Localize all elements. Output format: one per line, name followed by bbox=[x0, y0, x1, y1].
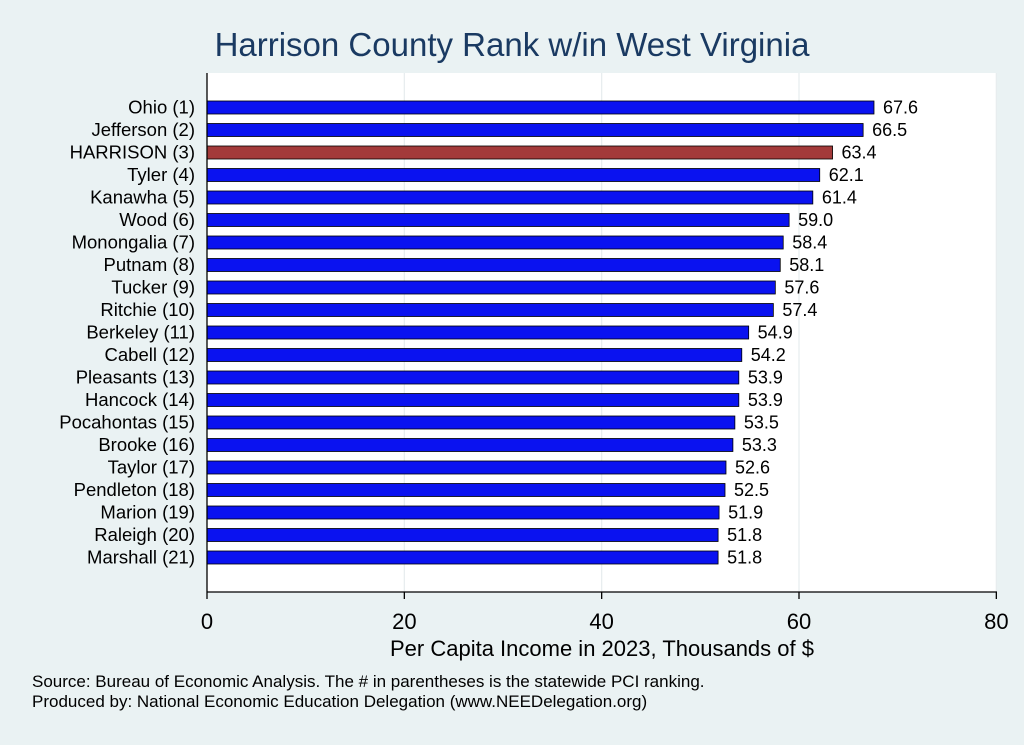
data-label: 52.5 bbox=[734, 480, 769, 500]
x-tick-label: 40 bbox=[589, 609, 613, 634]
category-label: Monongalia (7) bbox=[72, 232, 195, 253]
data-label: 61.4 bbox=[822, 188, 857, 208]
data-label: 51.8 bbox=[727, 548, 762, 568]
bar bbox=[206, 528, 719, 542]
category-label: Putnam (8) bbox=[103, 254, 195, 275]
category-label: Wood (6) bbox=[119, 209, 195, 230]
data-label: 59.0 bbox=[798, 210, 833, 230]
x-tick-label: 0 bbox=[201, 609, 213, 634]
data-label: 63.4 bbox=[842, 143, 877, 163]
bar bbox=[206, 438, 734, 452]
bar bbox=[206, 460, 727, 475]
category-label: Taylor (17) bbox=[108, 457, 195, 478]
category-label: Jefferson (2) bbox=[91, 119, 195, 140]
bar bbox=[206, 325, 750, 340]
bar bbox=[206, 100, 875, 115]
category-label: Berkeley (11) bbox=[86, 322, 195, 343]
bar bbox=[206, 280, 776, 295]
data-label: 57.4 bbox=[782, 300, 817, 320]
data-label: 51.9 bbox=[728, 503, 763, 523]
category-label: Hancock (14) bbox=[85, 389, 195, 410]
data-label: 52.6 bbox=[735, 458, 770, 478]
bar bbox=[206, 168, 821, 182]
category-label: Tucker (9) bbox=[111, 277, 195, 298]
x-tick-label: 20 bbox=[392, 609, 416, 634]
data-label: 51.8 bbox=[727, 525, 762, 545]
data-label: 66.5 bbox=[872, 120, 907, 140]
category-label: HARRISON (3) bbox=[70, 142, 195, 163]
data-label: 53.9 bbox=[748, 368, 783, 388]
producer-footnote: Produced by: National Economic Education… bbox=[32, 692, 648, 711]
source-footnote: Source: Bureau of Economic Analysis. The… bbox=[32, 672, 705, 691]
category-label: Ritchie (10) bbox=[100, 299, 195, 320]
bar bbox=[206, 370, 740, 385]
bar-highlight bbox=[206, 145, 833, 160]
bar bbox=[206, 505, 720, 520]
category-label: Ohio (1) bbox=[128, 97, 195, 118]
bar bbox=[206, 303, 774, 317]
x-axis-title: Per Capita Income in 2023, Thousands of … bbox=[390, 636, 814, 661]
category-label: Pendleton (18) bbox=[74, 479, 195, 500]
category-label: Brooke (16) bbox=[98, 434, 195, 455]
data-label: 58.1 bbox=[789, 255, 824, 275]
data-label: 53.9 bbox=[748, 390, 783, 410]
bar bbox=[206, 213, 790, 227]
bar bbox=[206, 258, 781, 272]
category-label: Pocahontas (15) bbox=[59, 412, 195, 433]
data-label: 54.2 bbox=[751, 345, 786, 365]
data-label: 54.9 bbox=[758, 323, 793, 343]
category-label: Marion (19) bbox=[100, 502, 195, 523]
data-label: 57.6 bbox=[784, 278, 819, 298]
bar bbox=[206, 190, 814, 205]
data-label: 53.5 bbox=[744, 413, 779, 433]
category-label: Cabell (12) bbox=[105, 344, 196, 365]
category-label: Kanawha (5) bbox=[90, 187, 195, 208]
x-tick-label: 60 bbox=[787, 609, 811, 634]
data-label: 62.1 bbox=[829, 165, 864, 185]
bar bbox=[206, 348, 743, 362]
bar bbox=[206, 483, 726, 497]
data-label: 58.4 bbox=[792, 233, 827, 253]
bar bbox=[206, 123, 864, 137]
x-tick-label: 80 bbox=[984, 609, 1008, 634]
category-label: Marshall (21) bbox=[87, 547, 195, 568]
bar bbox=[206, 235, 784, 250]
bar bbox=[206, 393, 740, 407]
bar bbox=[206, 415, 736, 430]
category-label: Tyler (4) bbox=[127, 164, 195, 185]
chart-title: Harrison County Rank w/in West Virginia bbox=[214, 26, 810, 63]
data-label: 67.6 bbox=[883, 98, 918, 118]
category-label: Pleasants (13) bbox=[76, 367, 195, 388]
category-label: Raleigh (20) bbox=[94, 524, 195, 545]
data-label: 53.3 bbox=[742, 435, 777, 455]
bar bbox=[206, 550, 719, 565]
